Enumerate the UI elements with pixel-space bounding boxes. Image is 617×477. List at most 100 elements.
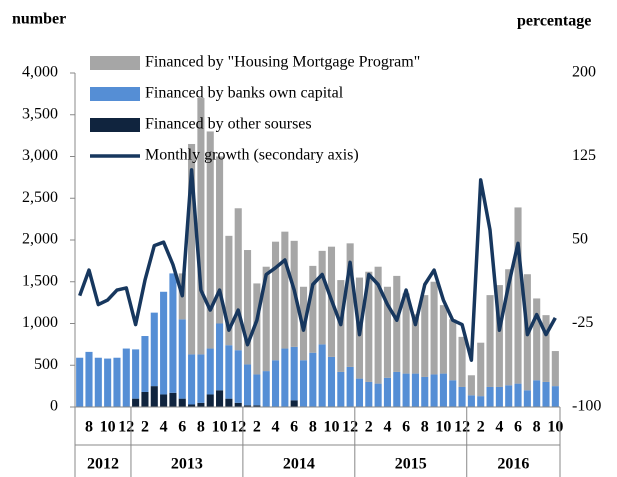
bar <box>365 271 373 382</box>
x-tick-label: 8 <box>309 419 317 436</box>
bar <box>160 291 168 395</box>
bar <box>141 391 149 407</box>
bar <box>449 380 457 407</box>
bar <box>253 283 261 375</box>
year-label: 2016 <box>497 456 529 473</box>
x-tick-label: 4 <box>495 419 503 436</box>
bar <box>206 348 214 395</box>
bar <box>225 235 233 346</box>
bar <box>132 398 140 407</box>
bar <box>523 390 531 407</box>
bar <box>551 351 559 387</box>
bar <box>244 364 252 406</box>
bar <box>188 404 196 407</box>
bar <box>234 350 242 403</box>
bar <box>150 312 158 387</box>
x-tick-label: 4 <box>272 419 280 436</box>
y-tick-label: 0 <box>50 398 58 415</box>
x-tick-label: 10 <box>547 419 563 436</box>
bar <box>197 98 205 355</box>
bar <box>365 381 373 407</box>
bar <box>309 352 317 407</box>
year-label: 2015 <box>395 456 427 473</box>
bar <box>346 366 354 407</box>
bar <box>393 371 401 407</box>
bar <box>318 344 326 407</box>
bar <box>439 373 447 407</box>
bar <box>327 356 336 407</box>
y2-tick-label: 200 <box>572 64 596 81</box>
y-axis-label: number <box>12 11 66 28</box>
x-tick-label: 6 <box>290 419 298 436</box>
y2-tick-label: 125 <box>572 147 596 164</box>
bar <box>225 398 233 407</box>
bar <box>169 392 177 407</box>
bar <box>271 241 280 361</box>
bar <box>458 336 466 387</box>
y2-tick-label: -100 <box>572 398 601 415</box>
bar <box>514 383 522 407</box>
bar <box>299 360 308 407</box>
bar <box>402 293 410 374</box>
line <box>78 168 557 362</box>
bar <box>253 405 261 407</box>
bar <box>393 275 401 372</box>
bar <box>383 377 391 407</box>
x-tick-label: 8 <box>197 419 205 436</box>
bar <box>542 381 550 407</box>
bar <box>430 281 438 375</box>
legend-swatch <box>90 87 140 101</box>
bar <box>150 386 158 407</box>
bar <box>533 298 541 381</box>
x-tick-label: 2 <box>365 419 373 436</box>
bar <box>197 402 205 407</box>
x-tick-label: 10 <box>100 419 116 436</box>
x-tick-label: 8 <box>533 419 541 436</box>
bar <box>421 376 429 407</box>
bar <box>244 250 252 365</box>
y2-tick-label: 50 <box>572 231 588 248</box>
x-tick-label: 2 <box>141 419 149 436</box>
x-tick-label: 12 <box>230 419 246 436</box>
bar <box>411 314 419 374</box>
x-tick-label: 10 <box>323 419 339 436</box>
bar <box>495 285 503 387</box>
bar <box>225 345 233 399</box>
bar <box>486 386 494 407</box>
bar <box>495 386 503 407</box>
legend-swatch <box>90 56 140 70</box>
bar <box>551 386 559 407</box>
bar <box>430 374 438 407</box>
legend-swatch <box>90 118 140 132</box>
bar <box>271 360 280 407</box>
bar <box>533 380 541 407</box>
legend-label: Financed by other sourses <box>145 116 312 133</box>
bar <box>505 385 513 407</box>
x-tick-label: 8 <box>421 419 429 436</box>
bar <box>85 351 93 407</box>
bar <box>290 400 298 407</box>
x-tick-label: 2 <box>253 419 261 436</box>
bar <box>281 231 289 349</box>
bar <box>486 295 494 387</box>
x-tick-label: 6 <box>178 419 186 436</box>
legend-label: Financed by banks own capital <box>145 85 344 102</box>
bar <box>318 250 326 345</box>
bar <box>262 266 270 372</box>
bar <box>411 373 419 407</box>
year-label: 2012 <box>87 456 119 473</box>
x-tick-label: 6 <box>514 419 522 436</box>
bar <box>374 266 382 384</box>
x-tick-label: 4 <box>383 419 391 436</box>
x-tick-label: 12 <box>118 419 134 436</box>
bar <box>262 371 270 407</box>
legend-label: Financed by "Housing Mortgage Program" <box>145 54 420 71</box>
bar <box>94 357 102 407</box>
bar <box>197 354 205 403</box>
x-tick-label: 4 <box>160 419 168 436</box>
bar <box>374 383 382 407</box>
bar <box>141 336 149 392</box>
bar <box>421 295 429 377</box>
y-tick-label: 3,500 <box>22 105 58 122</box>
bar <box>178 398 186 407</box>
